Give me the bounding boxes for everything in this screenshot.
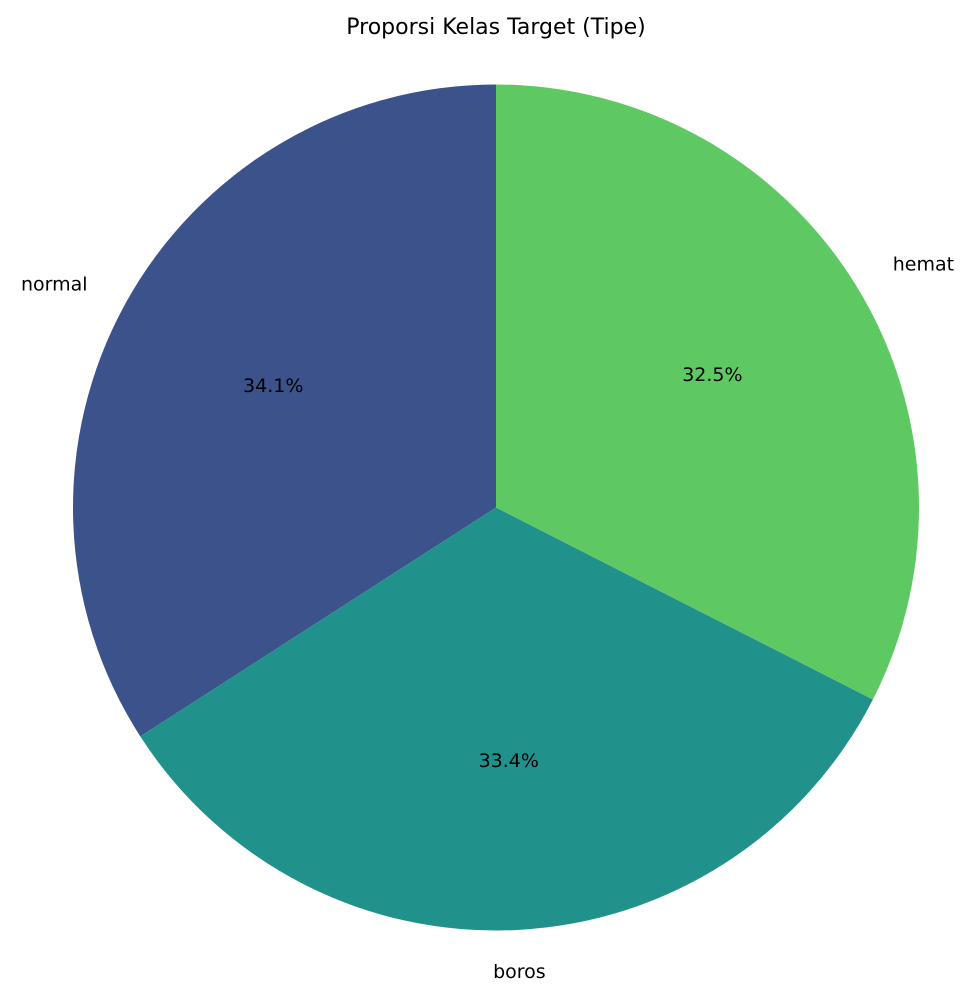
slice-label-boros: boros [493,961,546,983]
pie-slice-hemat [496,84,920,700]
slice-label-normal: normal [21,274,88,296]
slice-percent-boros: 33.4% [479,750,539,772]
slice-percent-hemat: 32.5% [682,364,742,386]
chart-title: Proporsi Kelas Target (Tipe) [346,15,645,40]
pie-slices [73,84,920,931]
pie-slice-boros [140,507,873,931]
pie-slice-normal [73,84,497,737]
pie-labels: 34.1% normal 33.4% boros 32.5% hemat [21,253,954,983]
slice-percent-normal: 34.1% [243,375,303,397]
slice-label-hemat: hemat [893,253,954,275]
